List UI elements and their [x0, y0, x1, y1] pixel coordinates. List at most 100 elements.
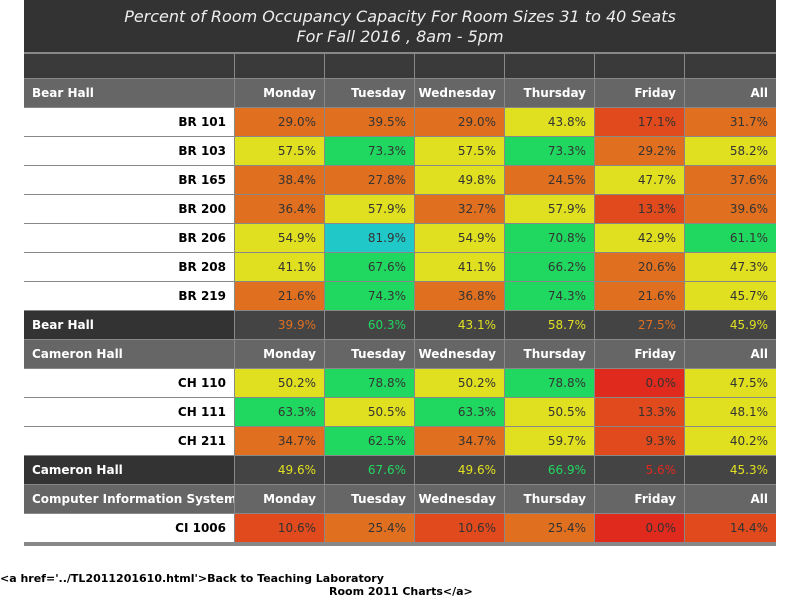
room-label: BR 103	[24, 137, 234, 165]
spacer-cell	[415, 54, 504, 78]
occupancy-cell: 0.0%	[595, 514, 684, 542]
title-line-2: For Fall 2016 , 8am - 5pm	[296, 27, 504, 46]
occupancy-cell: 31.7%	[685, 108, 776, 136]
occupancy-cell: 59.7%	[505, 427, 594, 455]
occupancy-cell: 21.6%	[595, 282, 684, 310]
occupancy-cell: 48.1%	[685, 398, 776, 426]
back-link[interactable]: <a href='../TL2011201610.html'>Back to T…	[0, 572, 480, 598]
occupancy-cell: 47.3%	[685, 253, 776, 281]
occupancy-cell: 54.9%	[235, 224, 324, 252]
day-header: Monday	[235, 340, 324, 368]
occupancy-cell: 47.5%	[685, 369, 776, 397]
occupancy-cell: 41.1%	[415, 253, 504, 281]
day-header: Thursday	[505, 79, 594, 107]
spacer-cell	[325, 54, 414, 78]
section-total-cell: 67.6%	[325, 456, 414, 484]
section-total-cell: 45.3%	[685, 456, 776, 484]
occupancy-cell: 70.8%	[505, 224, 594, 252]
day-header: Thursday	[505, 340, 594, 368]
section-header-name: Bear Hall	[24, 79, 234, 107]
occupancy-cell: 57.9%	[325, 195, 414, 223]
occupancy-cell: 38.4%	[235, 166, 324, 194]
day-header: All	[685, 340, 776, 368]
occupancy-cell: 47.7%	[595, 166, 684, 194]
room-label: BR 219	[24, 282, 234, 310]
occupancy-cell: 14.4%	[685, 514, 776, 542]
occupancy-cell: 43.8%	[505, 108, 594, 136]
occupancy-cell: 67.6%	[325, 253, 414, 281]
occupancy-cell: 13.3%	[595, 398, 684, 426]
occupancy-cell: 36.8%	[415, 282, 504, 310]
section-total-cell: 27.5%	[595, 311, 684, 339]
occupancy-cell: 27.8%	[325, 166, 414, 194]
day-header: Thursday	[505, 485, 594, 513]
spacer-cell	[24, 54, 234, 78]
occupancy-cell: 45.7%	[685, 282, 776, 310]
occupancy-cell: 54.9%	[415, 224, 504, 252]
occupancy-cell: 73.3%	[325, 137, 414, 165]
occupancy-cell: 39.6%	[685, 195, 776, 223]
occupancy-table: Percent of Room Occupancy Capacity For R…	[24, 0, 776, 546]
day-header: Monday	[235, 79, 324, 107]
section-total-cell: 39.9%	[235, 311, 324, 339]
title-line-1: Percent of Room Occupancy Capacity For R…	[124, 7, 676, 26]
occupancy-cell: 57.5%	[415, 137, 504, 165]
occupancy-cell: 17.1%	[595, 108, 684, 136]
occupancy-cell: 50.2%	[415, 369, 504, 397]
day-header: Wednesday	[415, 485, 504, 513]
section-total-cell: 60.3%	[325, 311, 414, 339]
occupancy-cell: 74.3%	[325, 282, 414, 310]
occupancy-cell: 57.5%	[235, 137, 324, 165]
occupancy-cell: 10.6%	[415, 514, 504, 542]
occupancy-cell: 63.3%	[235, 398, 324, 426]
occupancy-cell: 42.9%	[595, 224, 684, 252]
occupancy-cell: 66.2%	[505, 253, 594, 281]
section-total-cell: 58.7%	[505, 311, 594, 339]
day-header: Monday	[235, 485, 324, 513]
spacer-cell	[235, 54, 324, 78]
section-header-name: Cameron Hall	[24, 340, 234, 368]
occupancy-cell: 57.9%	[505, 195, 594, 223]
occupancy-cell: 9.3%	[595, 427, 684, 455]
occupancy-cell: 10.6%	[235, 514, 324, 542]
section-header-name: Computer Information Systems	[24, 485, 234, 513]
room-label: CH 211	[24, 427, 234, 455]
section-total-cell: 49.6%	[235, 456, 324, 484]
occupancy-cell: 0.0%	[595, 369, 684, 397]
back-link-line-2[interactable]: Room 2011 Charts</a>	[329, 585, 473, 598]
occupancy-cell: 36.4%	[235, 195, 324, 223]
occupancy-cell: 34.7%	[415, 427, 504, 455]
occupancy-cell: 50.5%	[505, 398, 594, 426]
occupancy-cell: 62.5%	[325, 427, 414, 455]
occupancy-cell: 41.1%	[235, 253, 324, 281]
occupancy-cell: 32.7%	[415, 195, 504, 223]
section-total-cell: 66.9%	[505, 456, 594, 484]
room-label: BR 101	[24, 108, 234, 136]
occupancy-cell: 25.4%	[505, 514, 594, 542]
occupancy-cell: 50.2%	[235, 369, 324, 397]
occupancy-cell: 78.8%	[325, 369, 414, 397]
room-label: CH 111	[24, 398, 234, 426]
day-header: Friday	[595, 340, 684, 368]
occupancy-cell: 37.6%	[685, 166, 776, 194]
back-link-line-1[interactable]: <a href='../TL2011201610.html'>Back to T…	[0, 572, 384, 585]
occupancy-cell: 20.6%	[595, 253, 684, 281]
occupancy-cell: 74.3%	[505, 282, 594, 310]
room-label: CH 110	[24, 369, 234, 397]
room-label: CI 1006	[24, 514, 234, 542]
day-header: All	[685, 79, 776, 107]
section-total-cell: 49.6%	[415, 456, 504, 484]
occupancy-cell: 29.2%	[595, 137, 684, 165]
section-total-cell: 43.1%	[415, 311, 504, 339]
spacer-cell	[685, 54, 776, 78]
day-header: Friday	[595, 485, 684, 513]
day-header: Wednesday	[415, 340, 504, 368]
day-header: All	[685, 485, 776, 513]
day-header: Tuesday	[325, 485, 414, 513]
occupancy-cell: 13.3%	[595, 195, 684, 223]
day-header: Wednesday	[415, 79, 504, 107]
occupancy-cell: 24.5%	[505, 166, 594, 194]
day-header: Tuesday	[325, 340, 414, 368]
occupancy-cell: 21.6%	[235, 282, 324, 310]
room-label: BR 200	[24, 195, 234, 223]
